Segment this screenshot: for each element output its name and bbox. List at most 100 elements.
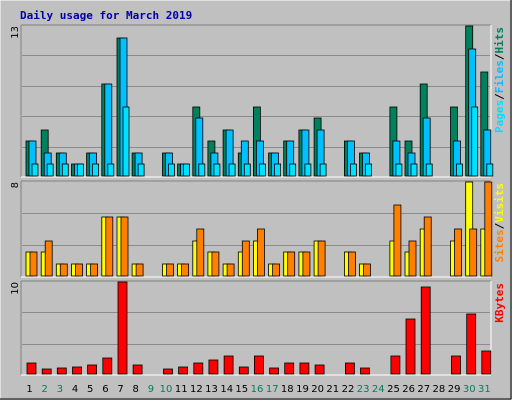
- day-label-26: 26: [402, 384, 415, 395]
- bar-sites-day-25: [393, 204, 402, 277]
- legend-entry-pages: Pages: [493, 100, 506, 133]
- day-label-23: 23: [357, 384, 370, 395]
- bar-pages-day-27: [425, 163, 433, 177]
- bar-sites-day-20: [317, 240, 326, 277]
- bar-pages-day-3: [61, 163, 69, 177]
- bar-sites-day-19: [302, 251, 311, 277]
- bar-pages-day-29: [456, 163, 463, 177]
- bar-pages-day-22: [349, 163, 357, 177]
- day-label-5: 5: [87, 384, 93, 395]
- bar-sites-day-7: [120, 216, 129, 277]
- chart-bars: [25, 25, 494, 375]
- bar-kbytes-day-5: [87, 364, 97, 375]
- legend-visits-sites: Sites/Visits: [493, 183, 506, 263]
- bar-pages-day-15: [243, 163, 251, 177]
- bar-pages-day-20: [319, 163, 327, 177]
- bar-pages-day-2: [46, 163, 54, 177]
- bar-pages-day-5: [92, 163, 99, 177]
- bar-sites-day-10: [166, 263, 174, 277]
- bar-pages-day-4: [77, 163, 84, 177]
- scale-max-label-visits-sites: 8: [10, 182, 21, 188]
- bar-pages-day-31: [486, 163, 494, 177]
- bar-pages-day-25: [395, 163, 403, 177]
- legend-entry-sites: Sites: [493, 229, 506, 262]
- day-label-21: 21: [326, 384, 339, 395]
- bar-kbytes-day-29: [451, 355, 461, 375]
- bar-pages-day-26: [410, 163, 418, 177]
- bar-sites-day-13: [211, 251, 220, 277]
- legend-hits-files-pages: Pages/Files/Hits: [493, 27, 506, 133]
- day-label-3: 3: [57, 384, 63, 395]
- bar-kbytes-day-16: [253, 355, 264, 375]
- bar-kbytes-day-23: [360, 367, 370, 375]
- bar-pages-day-10: [168, 163, 175, 177]
- day-label-8: 8: [133, 384, 139, 395]
- bar-pages-day-30: [471, 106, 479, 177]
- scale-labels: 13 8 10: [10, 26, 21, 295]
- day-label-20: 20: [311, 384, 324, 395]
- legend-entry-kbytes: KBytes: [493, 283, 506, 323]
- bar-kbytes-day-6: [102, 357, 113, 375]
- bar-sites-day-22: [347, 251, 356, 277]
- bar-sites-day-18: [287, 251, 296, 277]
- bar-kbytes-day-22: [344, 362, 355, 375]
- bar-sites-day-16: [256, 228, 265, 277]
- day-label-7: 7: [117, 384, 123, 395]
- day-label-17: 17: [266, 384, 279, 395]
- bar-kbytes-day-7: [117, 281, 128, 375]
- bar-kbytes-day-15: [238, 366, 249, 375]
- bar-kbytes-day-12: [193, 362, 204, 375]
- bar-kbytes-day-14: [223, 355, 234, 375]
- chart-title: Daily usage for March 2019: [20, 9, 192, 22]
- bar-sites-day-17: [272, 263, 281, 277]
- bar-sites-day-12: [196, 228, 205, 277]
- day-label-28: 28: [433, 384, 446, 395]
- bar-sites-day-5: [90, 263, 98, 277]
- legend-entry-hits: Hits: [493, 27, 506, 54]
- bar-kbytes-day-20: [314, 364, 325, 375]
- bar-sites-day-6: [105, 216, 114, 277]
- day-label-13: 13: [205, 384, 218, 395]
- day-label-1: 1: [26, 384, 32, 395]
- day-labels: 1 2 3 4 5 6 7 8 9 10 11 12 13 14 15 16 17 18 19 20 21 22 23 24 2…: [26, 384, 490, 395]
- day-label-25: 25: [387, 384, 400, 395]
- day-label-16: 16: [251, 384, 264, 395]
- bar-kbytes-day-11: [178, 366, 189, 375]
- bar-sites-day-29: [454, 228, 462, 277]
- bar-pages-day-18: [289, 163, 297, 177]
- bar-sites-day-11: [181, 263, 190, 277]
- bar-kbytes-day-27: [420, 286, 431, 375]
- bar-kbytes-day-8: [132, 364, 143, 375]
- day-label-29: 29: [448, 384, 461, 395]
- bar-kbytes-day-13: [208, 359, 219, 375]
- bar-sites-day-26: [408, 240, 417, 277]
- bar-pages-day-13: [213, 163, 221, 177]
- bar-sites-day-15: [241, 240, 250, 277]
- bar-kbytes-day-1: [26, 362, 37, 375]
- bar-sites-day-4: [75, 263, 83, 277]
- bar-files-day-6: [104, 83, 113, 177]
- bar-sites-day-30: [469, 228, 478, 277]
- day-label-30: 30: [463, 384, 476, 395]
- day-label-11: 11: [175, 384, 188, 395]
- day-label-9: 9: [148, 384, 154, 395]
- bar-pages-day-8: [137, 163, 145, 177]
- bar-sites-day-27: [423, 216, 432, 277]
- day-label-2: 2: [42, 384, 48, 395]
- bar-kbytes-day-17: [269, 367, 280, 375]
- bar-pages-day-7: [122, 106, 130, 177]
- bar-pages-day-6: [107, 163, 115, 177]
- bar-pages-day-16: [258, 163, 266, 177]
- bar-kbytes-day-2: [41, 368, 52, 375]
- day-label-19: 19: [296, 384, 309, 395]
- scale-max-label-hits-files-pages: 13: [10, 26, 21, 39]
- bar-kbytes-day-4: [72, 366, 82, 375]
- bar-sites-day-3: [59, 263, 68, 277]
- bar-kbytes-day-3: [56, 367, 67, 375]
- legend-separator: /: [493, 222, 506, 229]
- bar-kbytes-day-18: [284, 362, 295, 375]
- day-label-15: 15: [235, 384, 248, 395]
- bar-kbytes-day-26: [405, 318, 416, 375]
- bar-sites-day-23: [363, 263, 371, 277]
- day-label-14: 14: [220, 384, 233, 395]
